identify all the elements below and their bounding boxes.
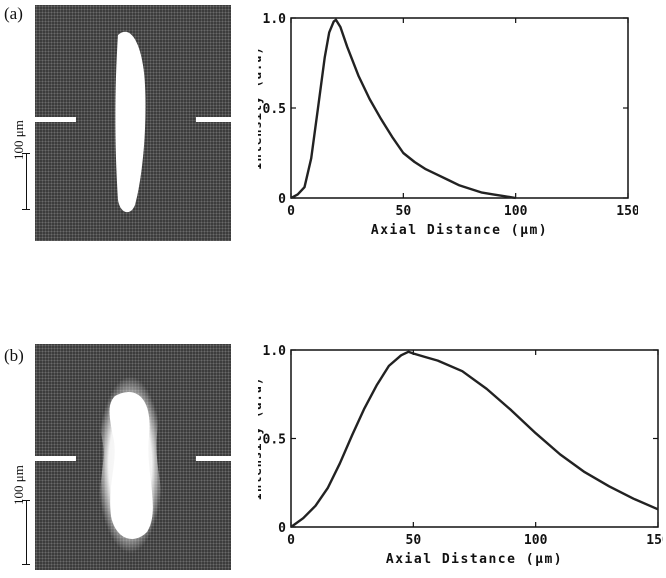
x-tick-label: 150 [616,204,638,219]
y-tick-label: 0.5 [263,102,286,117]
scale-cap-bottom-a [22,209,30,210]
intensity-curve-b [290,350,659,528]
x-tick-label: 50 [406,533,422,548]
x-tick-label: 100 [504,204,528,219]
plasma-plume-b [97,376,164,553]
intensity-chart-b: 0 50 100 150 0 0.5 1.0 Axial Distance (μm) Inten… [258,344,663,567]
scale-cap-top-a [22,153,30,154]
slit-marker-right-b [196,456,232,461]
scale-cap-bottom-b [22,564,30,565]
slit-marker-left-a [20,117,76,122]
plot-frame [290,349,659,528]
x-tick-label: 100 [524,533,548,548]
y-tick-label: 0.5 [263,433,286,448]
slit-marker-left-b [22,456,76,461]
x-tick-label: 150 [646,533,663,548]
scale-label-a: 100 μm [11,120,26,160]
x-axis-label: Axial Distance (μm) [371,223,548,238]
y-tick-label: 0 [278,192,286,207]
x-tick-label: 50 [396,204,412,219]
panel-a-label: (a) [4,4,23,23]
plasma-image-a [35,5,231,241]
x-tick-label: 0 [287,204,295,219]
plot-frame [290,17,629,199]
scale-bar-a [26,153,27,209]
y-tick-label: 1.0 [263,12,287,27]
y-axis-label: Intensity (a.u) [258,377,264,500]
y-tick-label: 0 [278,521,286,536]
y-axis-label: Intensity (a.u) [258,46,264,169]
slit-marker-right-a [196,117,232,122]
intensity-chart-a: 0 50 100 150 0 0.5 1.0 Axial Distance (μm) Inten… [258,12,638,238]
scale-bar-b [26,500,27,564]
x-tick-label: 0 [287,533,295,548]
x-axis-label: Axial Distance (μm) [386,552,563,567]
intensity-curve-a [290,18,516,200]
scale-cap-top-b [22,500,30,501]
y-tick-label: 1.0 [263,344,287,359]
panel-b-label: (b) [4,346,24,365]
plasma-plume-a [115,31,146,213]
